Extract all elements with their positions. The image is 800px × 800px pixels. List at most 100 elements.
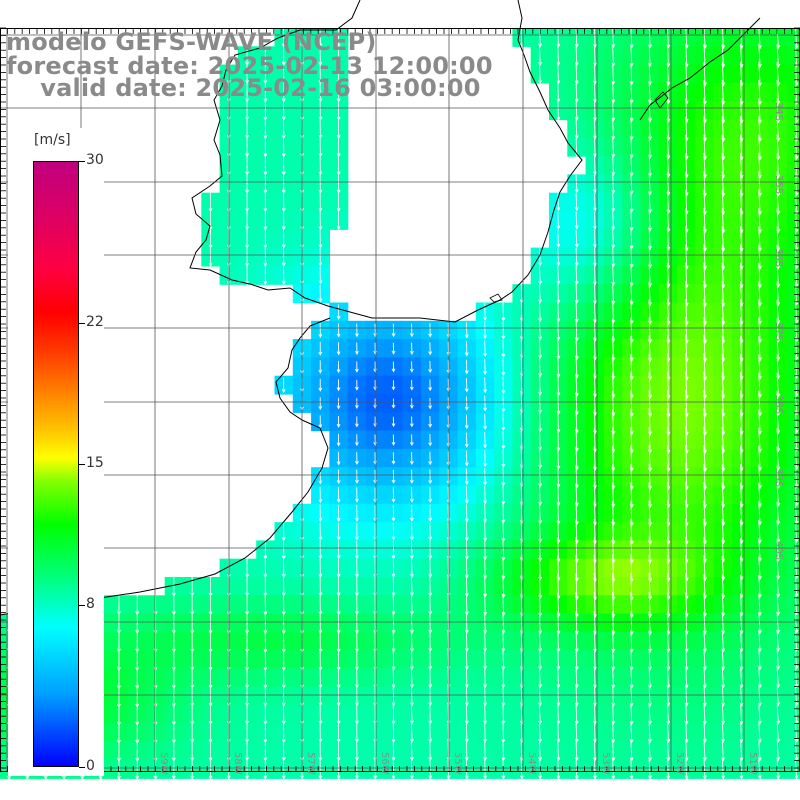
lon-label: 51W <box>747 752 758 775</box>
wind-arrow <box>428 451 433 466</box>
wind-arrow <box>281 266 286 285</box>
wind-arrow <box>538 338 543 359</box>
field-cell <box>786 467 800 487</box>
wind-arrow <box>593 229 597 249</box>
field-cell <box>786 339 800 358</box>
wind-arrow <box>409 361 414 373</box>
wind-arrow <box>483 431 488 449</box>
wind-arrow <box>355 323 359 338</box>
wind-arrow <box>391 380 396 391</box>
wind-arrow <box>409 323 414 338</box>
wind-arrow <box>391 469 396 484</box>
wind-arrow <box>556 82 561 103</box>
wind-arrow <box>538 302 543 323</box>
wind-arrow <box>409 452 414 465</box>
wind-arrow <box>556 266 561 285</box>
wind-arrow <box>556 64 561 85</box>
wind-arrow <box>611 210 616 231</box>
wind-arrow <box>318 229 323 249</box>
wind-arrow <box>538 284 543 304</box>
wind-arrow <box>409 398 414 409</box>
lat-label: 40S <box>773 541 784 560</box>
wind-arrow <box>501 376 506 395</box>
wind-arrow <box>446 360 451 374</box>
wind-arrow <box>281 247 286 267</box>
colorbar <box>33 161 79 767</box>
field-cell <box>786 540 800 560</box>
wind-arrow <box>593 63 597 85</box>
wind-arrow <box>318 266 323 285</box>
wind-arrow <box>574 283 579 304</box>
wind-arrow <box>574 265 579 286</box>
wind-arrow <box>428 469 433 485</box>
field-cell <box>786 265 800 285</box>
wind-arrow <box>574 27 579 48</box>
wind-arrow <box>574 247 579 267</box>
colorbar-units: [m/s] <box>34 132 71 148</box>
wind-arrow <box>391 452 396 465</box>
wind-arrow <box>355 452 359 465</box>
colorbar-tick-label: 0 <box>86 758 95 774</box>
lon-label: 52W <box>674 752 685 775</box>
wind-arrow <box>611 247 616 268</box>
wind-arrow <box>501 339 506 358</box>
wind-arrow <box>611 118 616 140</box>
wind-arrow <box>391 342 396 355</box>
wind-arrow <box>483 467 488 486</box>
wind-arrow <box>464 450 469 467</box>
wind-arrow <box>464 322 469 339</box>
wind-arrow <box>483 413 488 430</box>
wind-arrow <box>336 360 341 374</box>
wind-arrow <box>245 265 249 286</box>
lon-label: 54W <box>526 752 537 775</box>
lon-label: 53W <box>600 752 611 775</box>
wind-arrow <box>593 193 597 212</box>
wind-arrow <box>428 323 433 338</box>
wind-arrow <box>428 415 433 428</box>
field-cell <box>786 156 800 175</box>
wind-arrow <box>464 432 469 448</box>
colorbar-tick-mark <box>79 605 85 607</box>
wind-arrow <box>556 100 561 121</box>
wind-arrow <box>501 321 506 340</box>
field-cell <box>786 430 800 450</box>
wind-arrow <box>538 411 543 433</box>
wind-arrow <box>501 358 506 376</box>
wind-arrow <box>501 431 506 450</box>
field-cell <box>786 82 800 102</box>
wind-arrow <box>483 395 488 412</box>
wind-arrow <box>409 416 414 428</box>
wind-arrow <box>574 211 579 230</box>
lon-label: 58W <box>232 752 243 775</box>
wind-arrow <box>355 342 359 355</box>
wind-arrow <box>409 469 414 484</box>
lat-label: 36S <box>773 248 784 267</box>
wind-arrow <box>318 397 323 411</box>
lon-label: 59W <box>158 752 169 775</box>
wind-arrow <box>538 27 543 48</box>
wind-arrow <box>574 174 579 194</box>
wind-arrow <box>593 155 597 176</box>
wind-arrow <box>629 210 634 231</box>
wind-arrow <box>629 173 634 195</box>
field-cell <box>786 64 800 84</box>
wind-arrow <box>318 341 323 356</box>
wind-arrow <box>318 285 323 303</box>
wind-arrow <box>629 191 634 213</box>
wind-arrow <box>355 379 359 391</box>
wind-arrow <box>556 301 561 323</box>
wind-arrow <box>538 393 543 415</box>
wind-arrow <box>446 451 451 466</box>
wind-arrow <box>336 342 341 356</box>
colorbar-tick-label: 22 <box>86 313 104 330</box>
wind-arrow <box>593 265 597 286</box>
wind-arrow <box>263 229 268 249</box>
lon-label: 57W <box>305 752 316 775</box>
field-cell <box>786 192 800 212</box>
wind-arrow <box>409 434 414 447</box>
wind-arrow <box>593 118 597 140</box>
wind-arrow <box>318 247 323 267</box>
wind-arrow <box>464 468 469 486</box>
wind-arrow <box>391 361 396 373</box>
wind-arrow <box>336 379 341 392</box>
